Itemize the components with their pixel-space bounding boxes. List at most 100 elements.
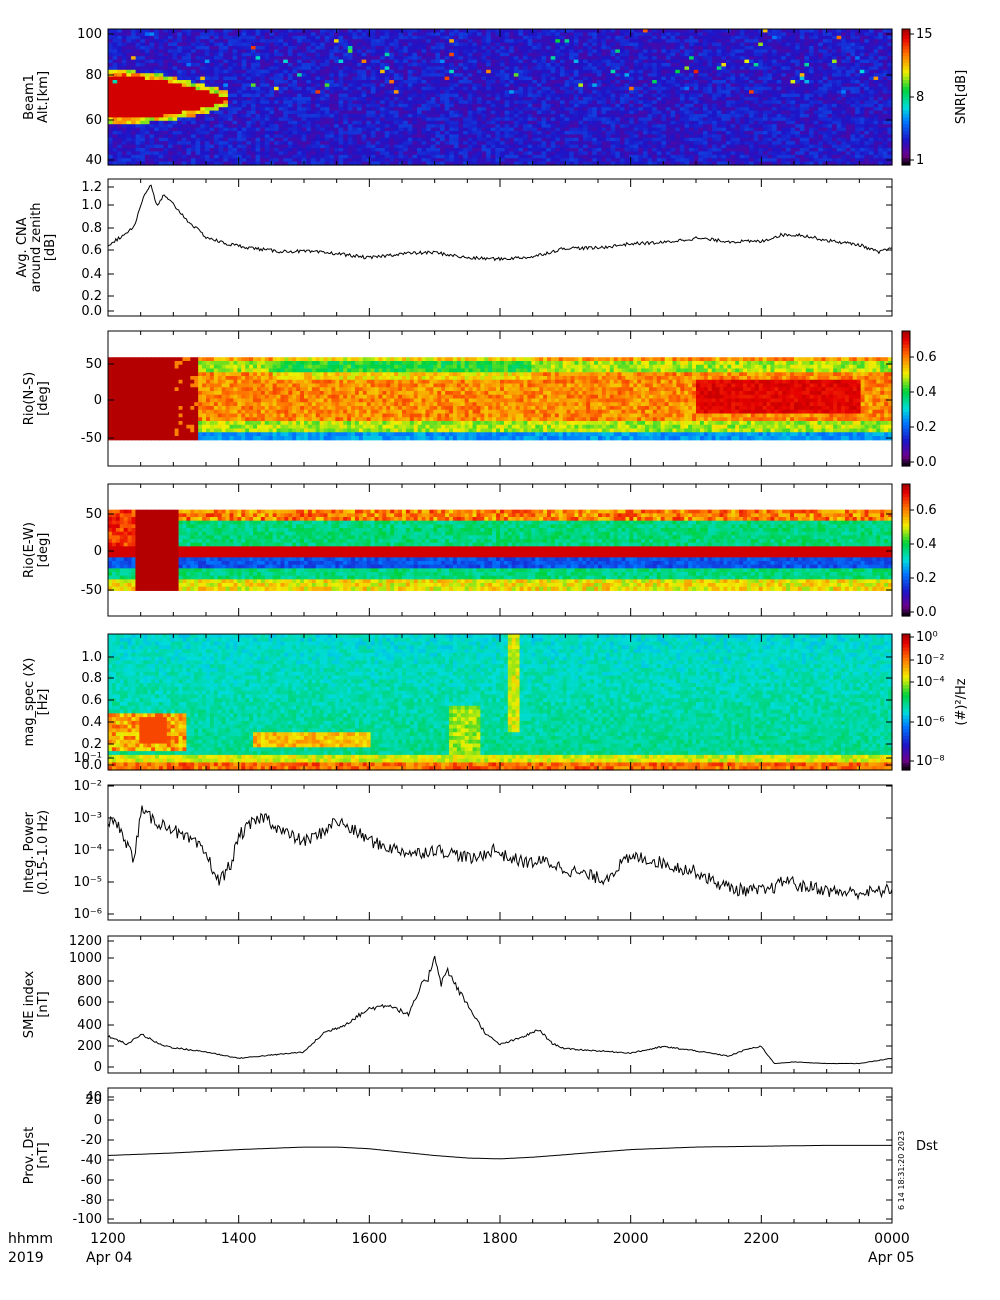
- heatmap-cell: [163, 86, 169, 91]
- heatmap-cell: [301, 83, 307, 88]
- heatmap-cell: [195, 151, 201, 156]
- heatmap-cell: [615, 141, 621, 146]
- heatmap-cell: [237, 35, 243, 40]
- heatmap-cell: [260, 161, 266, 166]
- heatmap-cell: [375, 134, 381, 139]
- heatmap-cell: [274, 100, 280, 105]
- heatmap-cell: [301, 114, 307, 118]
- heatmap-cell: [260, 114, 266, 118]
- heatmap-cell: [223, 158, 229, 163]
- heatmap-cell: [177, 107, 183, 112]
- heatmap-cell: [269, 56, 275, 61]
- heatmap-cell: [375, 151, 381, 156]
- heatmap-cell: [292, 46, 298, 50]
- heatmap-cell: [121, 35, 128, 40]
- heatmap-cell: [186, 35, 192, 40]
- heatmap-cell: [287, 151, 294, 156]
- heatmap-cell: [292, 63, 298, 67]
- heatmap-cell: [177, 46, 183, 50]
- heatmap-cell: [292, 86, 298, 91]
- heatmap-cell: [315, 83, 321, 88]
- heatmap-cell: [200, 120, 206, 125]
- heatmap-cell: [315, 29, 321, 33]
- heatmap-cell: [144, 42, 151, 47]
- heatmap-cell: [149, 49, 155, 54]
- heatmap-cell: [167, 32, 174, 37]
- heatmap-cell: [144, 100, 151, 105]
- heatmap-cell: [237, 46, 243, 50]
- heatmap-cell: [172, 29, 178, 33]
- heatmap-cell: [154, 63, 160, 67]
- heatmap-cell: [250, 114, 257, 118]
- heatmap-cell: [195, 114, 201, 118]
- heatmap-cell: [149, 83, 155, 88]
- heatmap-cell: [264, 103, 271, 108]
- heatmap-cell: [204, 151, 211, 156]
- heatmap-cell: [274, 39, 280, 44]
- heatmap-cell: [241, 69, 247, 74]
- heatmap-cell: [301, 100, 307, 105]
- heatmap-cell: [117, 158, 123, 163]
- heatmap-cell: [301, 49, 307, 54]
- heatmap-cell: [430, 151, 437, 156]
- heatmap-cell: [274, 97, 280, 101]
- heatmap-cell: [287, 63, 294, 67]
- heatmap-cell: [144, 56, 151, 61]
- heatmap-cell: [283, 154, 289, 159]
- heatmap-cell: [467, 158, 473, 163]
- heatmap-cell: [306, 76, 312, 81]
- heatmap-cell: [592, 134, 598, 139]
- heatmap-cell: [126, 93, 132, 98]
- heatmap-cell: [596, 151, 603, 156]
- heatmap-cell: [246, 127, 252, 132]
- heatmap-cell: [315, 56, 321, 61]
- heatmap-cell: [144, 141, 151, 146]
- heatmap-cell: [158, 114, 164, 118]
- heatmap-cell: [472, 158, 478, 163]
- heatmap-cell: [144, 131, 151, 135]
- heatmap-cell: [191, 66, 197, 71]
- heatmap-cell: [209, 46, 215, 50]
- heatmap-cell: [287, 86, 294, 91]
- heatmap-cell: [200, 73, 206, 78]
- heatmap-cell: [250, 103, 257, 108]
- heatmap-cell: [435, 158, 441, 163]
- heatmap-cell: [232, 63, 238, 67]
- heatmap-cell: [264, 148, 271, 152]
- heatmap-cell: [274, 103, 280, 108]
- heatmap-cell: [500, 134, 506, 139]
- heatmap-cell: [167, 49, 174, 54]
- heatmap-cell: [241, 154, 247, 159]
- heatmap-cell: [250, 69, 257, 74]
- heatmap-cell: [283, 56, 289, 61]
- heatmap-cell: [126, 86, 132, 91]
- heatmap-cell: [218, 73, 224, 78]
- heatmap-cell: [310, 151, 317, 156]
- heatmap-cell: [149, 80, 155, 84]
- heatmap-cell: [246, 63, 252, 67]
- heatmap-cell: [638, 134, 644, 139]
- heatmap-cell: [232, 80, 238, 84]
- heatmap-cell: [269, 86, 275, 91]
- heatmap-cell: [140, 127, 146, 132]
- heatmap-cell: [666, 134, 672, 139]
- heatmap-cell: [218, 52, 224, 57]
- heatmap-cell: [117, 144, 123, 149]
- heatmap-cell: [140, 154, 146, 159]
- heatmap-cell: [218, 117, 224, 122]
- heatmap-cell: [232, 97, 238, 101]
- heatmap-cell: [117, 49, 123, 54]
- heatmap-cell: [177, 134, 183, 139]
- heatmap-cell: [223, 46, 229, 50]
- heatmap-cell: [232, 66, 238, 71]
- heatmap-cell: [232, 103, 238, 108]
- heatmap-cell: [154, 32, 160, 37]
- heatmap-cell: [214, 144, 220, 149]
- heatmap-cell: [186, 137, 192, 142]
- heatmap-cell: [149, 29, 155, 33]
- heatmap-cell: [144, 63, 151, 67]
- heatmap-cell: [232, 52, 238, 57]
- heatmap-cell: [287, 161, 294, 166]
- heatmap-cell: [163, 114, 169, 118]
- heatmap-cell: [301, 127, 307, 132]
